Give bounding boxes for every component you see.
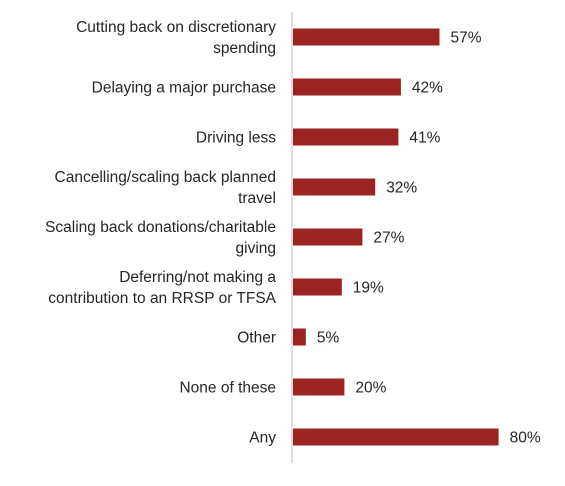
category-labels-group: Cutting back on discretionary spending Del… — [45, 19, 277, 447]
category-label-1: Delaying a major purchase — [92, 80, 276, 97]
value-label-5: 19% — [353, 280, 384, 297]
value-label-8: 80% — [510, 430, 541, 447]
category-label-line: Driving less — [196, 130, 276, 147]
category-label-line: giving — [236, 240, 277, 257]
category-label-7: None of these — [179, 380, 276, 397]
category-label-line: travel — [238, 190, 276, 207]
category-label-line: Other — [237, 330, 276, 347]
value-label-0: 57% — [451, 30, 482, 47]
bar-2 — [293, 128, 399, 146]
bar-5 — [293, 278, 342, 296]
category-label-8: Any — [249, 430, 276, 447]
category-label-3: Cancelling/scaling back planned travel — [55, 169, 276, 207]
category-label-4: Scaling back donations/charitable giving — [45, 219, 276, 257]
bar-1 — [293, 78, 401, 96]
category-label-line: Cancelling/scaling back planned — [55, 169, 276, 186]
bars-group — [293, 28, 499, 446]
category-label-line: spending — [213, 40, 276, 57]
category-label-line: contribution to an RRSP or TFSA — [48, 290, 276, 307]
category-label-line: Delaying a major purchase — [92, 80, 276, 97]
category-label-line: Scaling back donations/charitable — [45, 219, 276, 236]
category-label-line: Any — [249, 430, 276, 447]
value-labels-group: 57% 42% 41% 32% 27% 19% 5% 20% 80% — [317, 30, 541, 447]
bar-7 — [293, 378, 345, 396]
category-label-6: Other — [237, 330, 276, 347]
bar-3 — [293, 178, 376, 196]
bar-8 — [293, 428, 499, 446]
category-label-5: Deferring/not making a contribution to an… — [48, 269, 276, 307]
value-label-3: 32% — [386, 180, 417, 197]
category-label-line: Cutting back on discretionary — [76, 19, 276, 36]
value-label-4: 27% — [373, 230, 404, 247]
value-label-6: 5% — [317, 330, 340, 347]
category-label-line: Deferring/not making a — [119, 269, 276, 286]
category-label-2: Driving less — [196, 130, 276, 147]
bar-0 — [293, 28, 440, 46]
value-label-7: 20% — [355, 380, 386, 397]
value-label-2: 41% — [409, 130, 440, 147]
category-label-0: Cutting back on discretionary spending — [76, 19, 276, 57]
category-label-line: None of these — [179, 380, 276, 397]
bar-4 — [293, 228, 363, 246]
value-label-1: 42% — [412, 80, 443, 97]
bar-6 — [293, 328, 306, 346]
